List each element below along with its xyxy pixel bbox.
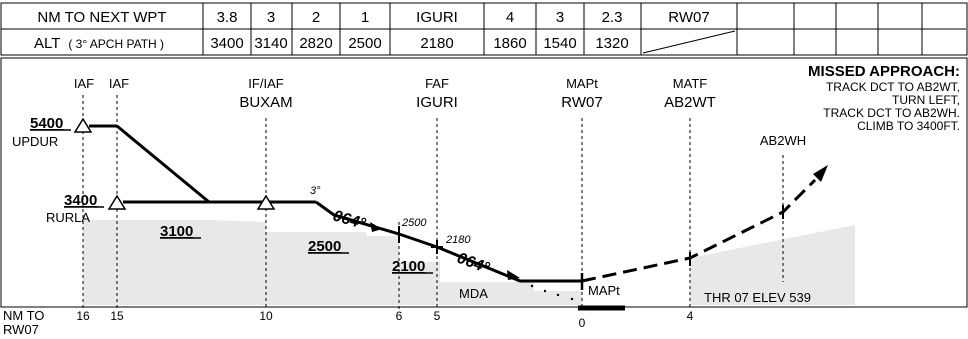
row1-label: NM TO NEXT WPT bbox=[37, 9, 166, 26]
stepdown-crosses bbox=[398, 226, 443, 254]
ifiaf-name: BUXAM bbox=[239, 94, 292, 111]
row1-cell: 2.3 bbox=[602, 9, 623, 26]
terrain-shading bbox=[83, 220, 855, 305]
glidepath-angle: 3° bbox=[310, 185, 321, 197]
threshold-elevation: THR 07 ELEV 539 bbox=[704, 290, 811, 305]
missed-approach-arrowhead bbox=[813, 165, 828, 182]
distance-tick: 10 bbox=[259, 309, 273, 323]
segment-min-altitude: 3100 bbox=[160, 223, 193, 240]
row2-cell: 2500 bbox=[348, 35, 381, 52]
approach-path bbox=[89, 124, 582, 283]
faf-name: IGURI bbox=[416, 94, 458, 111]
buxam-fix-triangle bbox=[256, 194, 276, 210]
rurla-fix-triangle bbox=[107, 194, 127, 210]
mapt-label: MAPt bbox=[588, 283, 620, 298]
row1-cell: 3 bbox=[556, 9, 564, 26]
row1-cell: IGURI bbox=[416, 9, 458, 26]
segment-min-altitude: 2100 bbox=[392, 258, 425, 275]
mapt-role: MAPt bbox=[566, 76, 598, 91]
row1-cell: 4 bbox=[506, 9, 514, 26]
missed-approach-line: TRACK DCT TO AB2WT, bbox=[826, 80, 960, 94]
crossing-altitude: 2180 bbox=[445, 234, 471, 246]
row2-label-sub: ( 3° APCH PATH ) bbox=[68, 37, 164, 51]
missed-approach-line: TURN LEFT, bbox=[892, 93, 960, 107]
row2-label-main: ALT bbox=[34, 35, 60, 52]
row1-cell: 2 bbox=[312, 9, 320, 26]
matf-name: AB2WT bbox=[664, 94, 716, 111]
distance-tick: 4 bbox=[687, 309, 694, 323]
iaf-label: IAF bbox=[74, 76, 94, 91]
row1-cell: 1 bbox=[361, 9, 369, 26]
inbound-course: 064° bbox=[331, 208, 368, 234]
row2-cell: 1540 bbox=[543, 35, 576, 52]
missed-approach-line: CLIMB TO 3400FT. bbox=[857, 119, 960, 133]
rurla-name: RURLA bbox=[46, 210, 90, 225]
row2-cell: 1860 bbox=[493, 35, 526, 52]
missed-approach-title: MISSED APPROACH: bbox=[808, 63, 960, 80]
ifiaf-role: IF/IAF bbox=[248, 76, 283, 91]
row2-cell: 3140 bbox=[254, 35, 287, 52]
crossing-altitude: 2500 bbox=[401, 217, 427, 229]
row2-cell: 2820 bbox=[299, 35, 332, 52]
segment-min-altitude: 2500 bbox=[308, 238, 341, 255]
distance-axis-label: RW07 bbox=[3, 322, 39, 337]
distance-axis-label: NM TO bbox=[3, 308, 44, 323]
missed-approach-ticks bbox=[689, 205, 784, 266]
distance-tick: 5 bbox=[434, 309, 441, 323]
row1-cell: RW07 bbox=[668, 9, 709, 26]
distance-tick: 16 bbox=[76, 309, 90, 323]
iaf-label: IAF bbox=[109, 76, 129, 91]
mda-label: MDA bbox=[459, 286, 488, 301]
row1-cell: 3 bbox=[267, 9, 275, 26]
course-arrowhead bbox=[507, 270, 520, 280]
distance-altitude-table bbox=[0, 2, 968, 308]
distance-tick: 15 bbox=[110, 309, 124, 323]
updur-altitude: 5400 bbox=[30, 115, 63, 132]
missed-approach-path bbox=[581, 178, 817, 283]
course-arrowhead bbox=[370, 222, 382, 232]
row2-cell: 2180 bbox=[420, 35, 453, 52]
ab2wh-label: AB2WH bbox=[760, 133, 806, 148]
row2-label: ALT ( 3° APCH PATH ) bbox=[34, 35, 164, 52]
inbound-course: 064° bbox=[455, 250, 492, 277]
rurla-altitude: 3400 bbox=[64, 192, 97, 209]
faf-role: FAF bbox=[425, 76, 449, 91]
distance-tick: 6 bbox=[396, 309, 403, 323]
updur-fix-triangle bbox=[73, 117, 93, 133]
distance-tick: 0 bbox=[579, 316, 586, 330]
row2-cell: 3400 bbox=[210, 35, 243, 52]
row2-cell: 1320 bbox=[595, 35, 628, 52]
mapt-name: RW07 bbox=[561, 94, 602, 111]
matf-role: MATF bbox=[673, 76, 707, 91]
missed-approach-line: TRACK DCT TO AB2WH. bbox=[823, 106, 960, 120]
visual-segment-dots bbox=[530, 284, 574, 301]
updur-name: UPDUR bbox=[12, 134, 58, 149]
row1-cell: 3.8 bbox=[217, 9, 238, 26]
